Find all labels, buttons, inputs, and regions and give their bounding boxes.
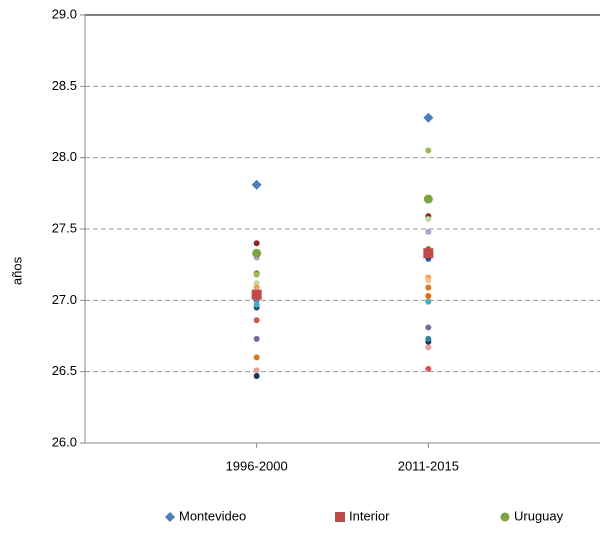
x-tick-label: 1996-2000 — [226, 458, 288, 473]
point — [252, 248, 262, 258]
point — [253, 372, 260, 379]
legend-label: Interior — [349, 508, 390, 523]
point — [425, 277, 432, 284]
point — [425, 344, 432, 351]
point — [423, 248, 434, 259]
point — [253, 354, 260, 361]
point — [253, 240, 260, 247]
point — [425, 298, 432, 305]
point — [253, 284, 260, 291]
point — [253, 335, 260, 342]
y-tick-label: 29.0 — [52, 6, 77, 21]
point — [253, 280, 260, 287]
y-tick-label: 28.5 — [52, 78, 77, 93]
point — [423, 194, 433, 204]
point — [425, 147, 432, 154]
point — [425, 216, 432, 223]
legend-marker — [165, 512, 175, 522]
point — [425, 365, 432, 372]
x-tick-label: 2011-2015 — [398, 458, 459, 473]
legend-marker — [500, 512, 510, 522]
point — [425, 284, 432, 291]
point — [253, 317, 260, 324]
point — [425, 335, 432, 342]
y-tick-label: 27.5 — [52, 220, 77, 235]
point — [253, 301, 260, 308]
y-axis-label: años — [9, 256, 24, 285]
y-tick-label: 26.0 — [52, 434, 77, 449]
point — [253, 367, 260, 374]
point — [423, 112, 434, 123]
point — [253, 271, 260, 278]
point — [425, 324, 432, 331]
legend-label: Uruguay — [514, 508, 564, 523]
y-tick-label: 28.0 — [52, 149, 77, 164]
point — [251, 289, 262, 300]
legend-label: Montevideo — [179, 508, 246, 523]
point — [425, 228, 432, 235]
point — [425, 293, 432, 300]
point — [251, 179, 262, 190]
y-tick-label: 26.5 — [52, 363, 77, 378]
legend-marker — [335, 512, 345, 522]
y-tick-label: 27.0 — [52, 292, 77, 307]
